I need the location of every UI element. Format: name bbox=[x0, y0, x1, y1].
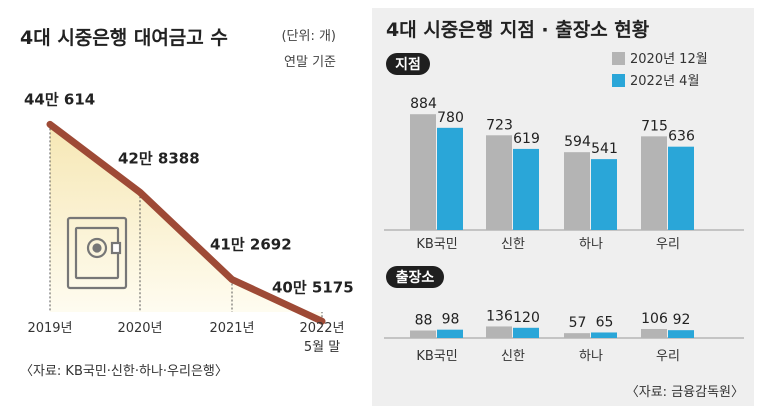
panel-label-badge bbox=[386, 266, 444, 288]
panel-label-branch: 지점 bbox=[395, 56, 421, 73]
branch-office-chart: 4대 시중은행 지점 · 출장소 현황 2020년 12월 2022년 4월 지… bbox=[372, 8, 754, 406]
legend-label-2022: 2022년 4월 bbox=[630, 74, 699, 89]
bar bbox=[668, 330, 694, 338]
bar bbox=[410, 114, 436, 230]
bar bbox=[486, 135, 512, 230]
bar-value-label: 136 bbox=[486, 308, 513, 324]
category-label: KB국민 bbox=[416, 349, 457, 364]
category-label: 신한 bbox=[501, 237, 525, 252]
safe-icon bbox=[66, 216, 128, 290]
x-tick-label: 5월 말 bbox=[304, 340, 340, 355]
category-label: 우리 bbox=[656, 237, 680, 252]
bar bbox=[437, 127, 463, 230]
bar bbox=[641, 136, 667, 230]
legend-swatch-2020 bbox=[612, 52, 625, 65]
bar bbox=[513, 327, 539, 338]
unit-note: (단위: 개) bbox=[281, 29, 336, 44]
bar bbox=[410, 330, 436, 338]
bar-value-label: 65 bbox=[596, 314, 614, 330]
category-label: 하나 bbox=[579, 237, 603, 252]
source-note: 〈자료: KB국민·신한·하나·우리은행〉 bbox=[20, 363, 228, 379]
value-label: 41만 2692 bbox=[210, 235, 292, 253]
bar-value-label: 92 bbox=[673, 312, 691, 328]
x-tick-label: 2022년 bbox=[299, 321, 344, 336]
chart-title: 4대 시중은행 지점 · 출장소 현황 bbox=[386, 18, 650, 41]
bar bbox=[564, 152, 590, 230]
bar-value-label: 594 bbox=[564, 134, 591, 150]
bar-value-label: 884 bbox=[410, 96, 437, 112]
vault-count-line-chart: 4대 시중은행 대여금고 수 (단위: 개) 연말 기준 44만 614 42만 … bbox=[20, 27, 354, 379]
vault-count-chart: 4대 시중은행 대여금고 수 (단위: 개) 연말 기준 44만 614 42만 … bbox=[0, 0, 372, 415]
source-note: 〈자료: 금융감독원〉 bbox=[626, 385, 744, 400]
x-tick-label: 2019년 bbox=[27, 321, 72, 336]
chart-title: 4대 시중은행 대여금고 수 bbox=[20, 27, 228, 49]
bar bbox=[641, 328, 667, 338]
bar-value-label: 57 bbox=[569, 315, 587, 331]
bar-value-label: 120 bbox=[513, 310, 540, 326]
value-label: 42만 8388 bbox=[118, 149, 200, 167]
bar-value-label: 88 bbox=[415, 313, 433, 329]
bar-value-label: 619 bbox=[513, 131, 540, 147]
category-label: 하나 bbox=[579, 349, 603, 364]
bar bbox=[437, 329, 463, 338]
x-tick-label: 2020년 bbox=[117, 321, 162, 336]
value-label: 44만 614 bbox=[24, 90, 95, 108]
bar-value-label: 98 bbox=[442, 312, 460, 328]
bar bbox=[668, 146, 694, 230]
bar-value-label: 780 bbox=[437, 110, 464, 126]
x-tick-label: 2021년 bbox=[209, 321, 254, 336]
bar bbox=[486, 326, 512, 338]
bar-value-label: 106 bbox=[641, 311, 668, 327]
category-label: 우리 bbox=[656, 349, 680, 364]
panel-label-office: 출장소 bbox=[396, 269, 435, 286]
bar bbox=[591, 332, 617, 338]
vault-count-line bbox=[46, 120, 326, 325]
legend-label-2020: 2020년 12월 bbox=[630, 52, 708, 67]
bar-value-label: 723 bbox=[486, 117, 513, 133]
value-label: 40만 5175 bbox=[272, 278, 354, 296]
legend-swatch-2022 bbox=[612, 74, 625, 87]
panel-label-badge bbox=[386, 53, 430, 75]
basis-note: 연말 기준 bbox=[284, 55, 336, 70]
category-label: KB국민 bbox=[416, 237, 457, 252]
category-label: 신한 bbox=[501, 349, 525, 364]
bar-value-label: 541 bbox=[591, 141, 618, 157]
bar-value-label: 636 bbox=[668, 129, 695, 145]
bar bbox=[564, 333, 590, 338]
bar-value-label: 715 bbox=[641, 118, 668, 134]
branch-office-bar-chart: 4대 시중은행 지점 · 출장소 현황 2020년 12월 2022년 4월 지… bbox=[384, 18, 744, 400]
bar bbox=[591, 159, 617, 230]
bar bbox=[513, 148, 539, 230]
